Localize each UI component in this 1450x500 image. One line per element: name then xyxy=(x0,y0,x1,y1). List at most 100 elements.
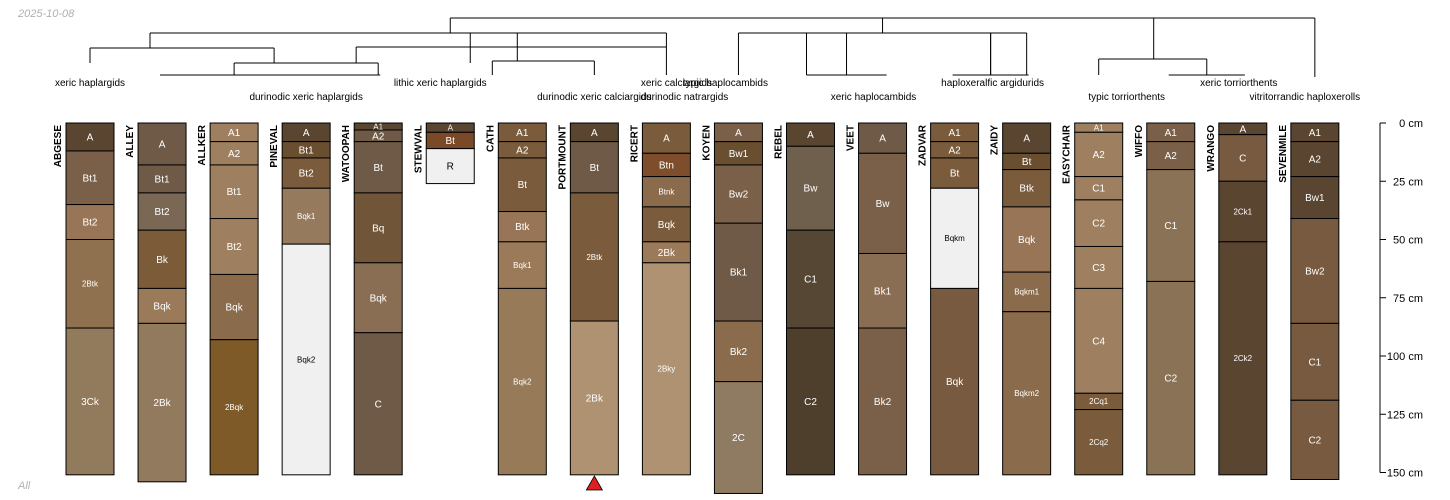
horizon-label: A1 xyxy=(1094,123,1104,132)
horizon-label: A2 xyxy=(948,145,961,156)
horizon-label: C2 xyxy=(1164,374,1177,385)
horizon-2bk xyxy=(569,320,619,476)
profile-portmount: PORTMOUNT A Bt 2Btk 2Bk xyxy=(557,122,619,476)
profile-name: WRANGO xyxy=(1206,125,1217,172)
horizon-label: C4 xyxy=(1092,336,1105,347)
horizon-bt xyxy=(569,141,619,194)
horizon-label: 2Bky xyxy=(658,365,676,374)
horizon-label: Btnk xyxy=(658,188,675,197)
horizon-c xyxy=(353,332,403,476)
horizon-label: A1 xyxy=(1309,128,1322,139)
horizon-bqk1 xyxy=(281,187,331,245)
horizon-bk2 xyxy=(858,327,908,476)
horizon-btk xyxy=(1002,169,1052,208)
horizon-label: 2C xyxy=(732,433,745,444)
horizon-label: C1 xyxy=(804,275,817,286)
horizon-label: A2 xyxy=(228,149,241,160)
horizon-bt xyxy=(497,157,547,213)
footer-label: All xyxy=(18,480,31,492)
profile-stewval: STEWVAL A Bt R xyxy=(413,122,475,185)
horizon-label: A2 xyxy=(1309,155,1322,166)
horizon-c2 xyxy=(1146,280,1196,476)
profile-koyen: KOYEN A Bw1 Bw2 Bk1 Bk2 2C xyxy=(701,122,763,494)
horizon-label: Bt1 xyxy=(299,145,314,156)
horizon-bq xyxy=(353,192,403,264)
horizon-label: Bt2 xyxy=(299,169,314,180)
horizon-label: C1 xyxy=(1308,357,1321,368)
depth-axis-label: 150 cm xyxy=(1387,468,1423,480)
horizon-label: R xyxy=(447,162,454,173)
group-label-durinodic-xeric-haplargids: durinodic xeric haplargids xyxy=(249,92,362,103)
horizon-label: A xyxy=(448,123,454,132)
horizon-label: 3Ck xyxy=(81,397,100,408)
horizon-label: Bt1 xyxy=(82,173,97,184)
horizon-label: A1 xyxy=(948,128,961,139)
profile-abgese: ABGESE A Bt1 Bt2 2Btk 3Ck xyxy=(53,122,115,476)
horizon-c1 xyxy=(1146,169,1196,282)
horizon-label: Bqk xyxy=(658,220,676,231)
horizon-bk1 xyxy=(713,222,763,322)
horizon-label: A1 xyxy=(373,122,383,131)
horizon-2ck2 xyxy=(1218,241,1268,476)
profile-ricert: RICERT A Btn Btnk Bqk 2Bk 2Bky xyxy=(629,122,691,476)
profile-name: SEVENMILE xyxy=(1278,125,1289,183)
horizon-a xyxy=(858,122,908,154)
horizon-label: Bw1 xyxy=(729,149,749,160)
profile-name: STEWVAL xyxy=(413,125,424,173)
horizon-label: Bk2 xyxy=(874,397,892,408)
horizon-label: Bqk xyxy=(153,301,171,312)
horizon-c4 xyxy=(1074,287,1124,394)
horizon-bt2 xyxy=(65,204,115,241)
profile-name: ALLEY xyxy=(125,125,136,158)
horizon-label: C3 xyxy=(1092,263,1105,274)
horizon-label: Bqk2 xyxy=(297,355,316,364)
horizon-label: Bt xyxy=(446,136,456,147)
profile-name: ABGESE xyxy=(53,125,64,168)
horizon-2ck1 xyxy=(1218,180,1268,243)
horizon-bqkm2 xyxy=(1002,311,1052,476)
profile-name: PORTMOUNT xyxy=(557,125,568,189)
horizon-bqkm1 xyxy=(1002,271,1052,313)
profile-zadvar: ZADVAR A1 A2 Bt Bqkm Bqk xyxy=(918,122,980,476)
horizon-label: 2Ck2 xyxy=(1233,354,1252,363)
horizon-label: C xyxy=(375,399,382,410)
profile-zaidy: ZAIDY A Bt Btk Bqk Bqkm1 Bqkm2 xyxy=(990,122,1052,476)
horizon-bw1 xyxy=(1290,176,1340,220)
horizon-btk xyxy=(497,211,547,243)
horizon-label: Btn xyxy=(659,160,674,171)
dendrogram xyxy=(89,17,1316,77)
horizon-label: A xyxy=(663,134,670,145)
horizon-label: C2 xyxy=(1308,435,1321,446)
horizon-label: Bqk xyxy=(1018,235,1036,246)
horizon-c2 xyxy=(786,327,835,476)
horizon-label: C xyxy=(1239,153,1246,164)
horizon-label: 2Btk xyxy=(586,253,603,262)
horizon-bqk1 xyxy=(497,241,547,289)
horizon-label: Bt2 xyxy=(227,242,242,253)
profile-alley: ALLEY A Bt1 Bt2 Bk Bqk 2Bk xyxy=(125,122,187,483)
horizon-c1 xyxy=(1290,322,1340,401)
horizon-label: Bk1 xyxy=(730,268,748,279)
horizon-label: Bqk xyxy=(370,293,388,304)
profile-name: CATH xyxy=(485,125,496,152)
horizon-2btk xyxy=(65,239,115,329)
horizon-label: A xyxy=(735,128,742,139)
horizon-label: A xyxy=(807,130,814,141)
horizon-label: Bw xyxy=(876,199,891,210)
horizon-bqk xyxy=(641,206,691,243)
horizon-label: Bw2 xyxy=(729,190,749,201)
horizon-bw xyxy=(786,145,835,231)
horizon-label: C1 xyxy=(1164,221,1177,232)
horizon-2c xyxy=(713,381,763,494)
horizon-2btk xyxy=(569,192,619,322)
horizon-label: Bqk xyxy=(225,303,243,314)
profile-name: KOYEN xyxy=(701,125,712,161)
horizon-label: Bt2 xyxy=(155,207,170,218)
group-label-lithic-xeric-haplargids: lithic xeric haplargids xyxy=(394,78,487,89)
horizon-label: A1 xyxy=(228,128,241,139)
marker-triangle xyxy=(585,475,604,491)
horizon-label: Bt xyxy=(590,163,600,174)
horizon-bt2 xyxy=(209,218,259,275)
profile-rebel: REBEL A Bw C1 C2 xyxy=(774,122,835,476)
horizon-label: Bk1 xyxy=(874,286,892,297)
